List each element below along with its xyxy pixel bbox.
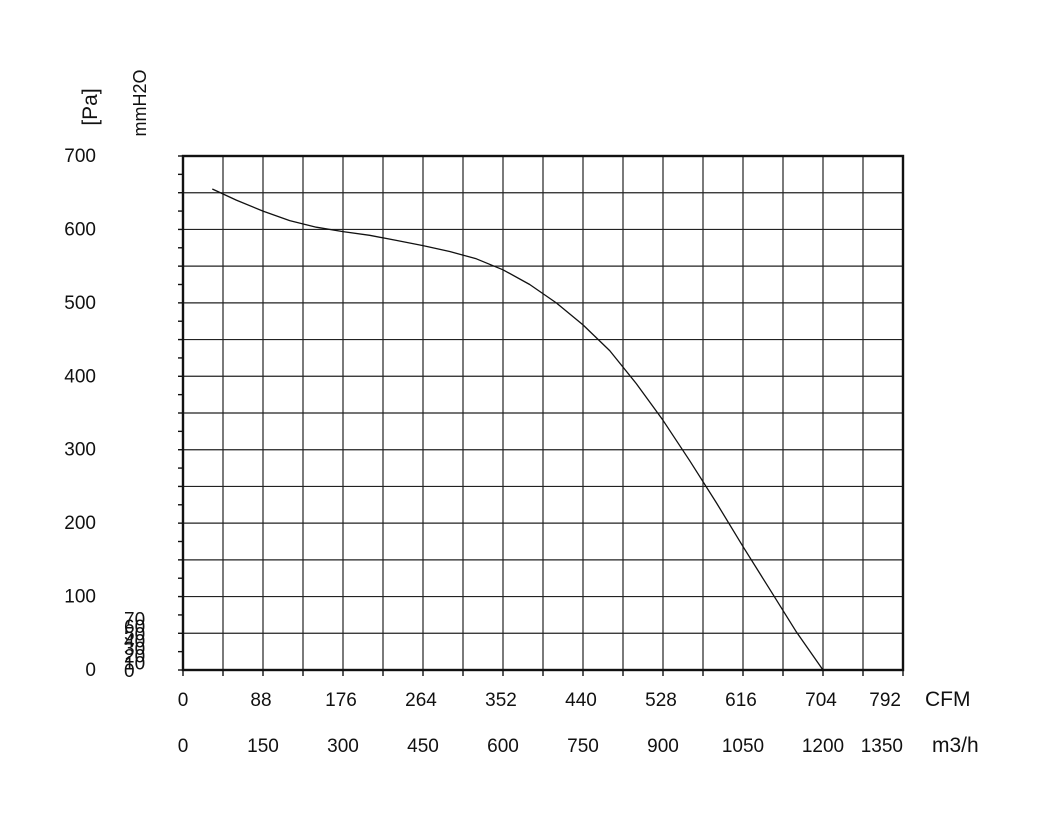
x-tick-label-m3h: 0 [178,736,189,757]
x-tick-label-cfm: 792 [869,690,901,711]
x-tick-label-m3h: 1050 [722,736,764,757]
x-tick-label-cfm: 264 [405,690,437,711]
x-tick-label-cfm: 440 [565,690,597,711]
plot-border [181,154,905,672]
y-tick-label-pa: 700 [64,146,96,167]
grid [183,156,903,670]
minor-ticks [178,155,904,676]
y-tick-label-mmh2o: 40 [124,632,145,653]
x-tick-label-cfm: 0 [178,690,189,711]
x-tick-label-cfm: 176 [325,690,357,711]
y-unit-mmh2o-label: mmH2O [130,70,150,137]
y-tick-label-mmh2o: 10 [124,654,145,675]
curve-layer [212,188,858,671]
pressure-flow-curve [212,188,858,671]
x-tick-label-cfm: 704 [805,690,837,711]
x-tick-label-m3h: 900 [647,736,679,757]
y-tick-label-pa: 600 [64,219,96,240]
y-tick-label-pa: 100 [64,587,96,608]
y-tick-label-pa: 300 [64,440,96,461]
y-tick-label-pa: 0 [85,660,96,681]
y-tick-label-mmh2o: 70 [124,610,145,631]
y-tick-label-mmh2o: 50 [124,624,145,645]
x-tick-label-cfm: 528 [645,690,677,711]
y-unit-pa-label: [Pa] [79,88,102,125]
x-tick-label-m3h: 150 [247,736,279,757]
x-unit-cfm-label: CFM [925,688,971,711]
x-tick-label-m3h: 1200 [802,736,844,757]
y-tick-label-pa: 500 [64,293,96,314]
x-tick-label-m3h: 300 [327,736,359,757]
x-tick-label-cfm: 616 [725,690,757,711]
y-tick-label-mmh2o: 60 [124,617,145,638]
y-tick-label-mmh2o: 30 [124,639,145,660]
y-tick-label-pa: 200 [64,513,96,534]
x-tick-label-cfm: 352 [485,690,517,711]
x-tick-label-m3h: 600 [487,736,519,757]
x-tick-label-m3h: 750 [567,736,599,757]
x-unit-m3h-label: m3/h [932,734,979,757]
y-tick-label-pa: 400 [64,366,96,387]
plot-frame [181,154,905,672]
y-tick-label-mmh2o: 0 [124,661,135,682]
y-tick-label-mmh2o: 20 [124,646,145,667]
x-tick-label-cfm: 88 [250,690,271,711]
x-tick-label-m3h: 1350 [861,736,903,757]
x-tick-label-m3h: 450 [407,736,439,757]
